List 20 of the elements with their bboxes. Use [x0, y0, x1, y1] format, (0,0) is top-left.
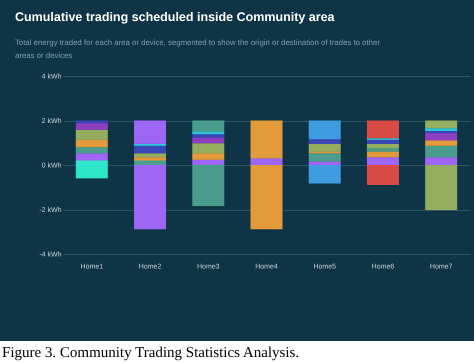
bar	[425, 130, 458, 134]
bar	[425, 157, 458, 165]
bar	[425, 128, 458, 131]
caption: Figure 3. Community Trading Statistics Analysis.	[2, 345, 300, 361]
bar	[366, 140, 399, 144]
bar	[192, 153, 224, 160]
bar	[192, 138, 224, 144]
bar	[366, 152, 399, 158]
bar	[308, 139, 341, 144]
bar	[366, 157, 399, 165]
chart-title: Cumulative trading scheduled inside Community area	[15, 10, 336, 24]
bar	[308, 162, 341, 165]
bar	[192, 134, 224, 138]
bar	[192, 160, 224, 165]
bar	[250, 120, 282, 158]
bar	[192, 132, 224, 134]
bar	[308, 165, 341, 184]
bar	[134, 157, 166, 161]
bar	[425, 133, 458, 141]
bar	[250, 158, 282, 165]
